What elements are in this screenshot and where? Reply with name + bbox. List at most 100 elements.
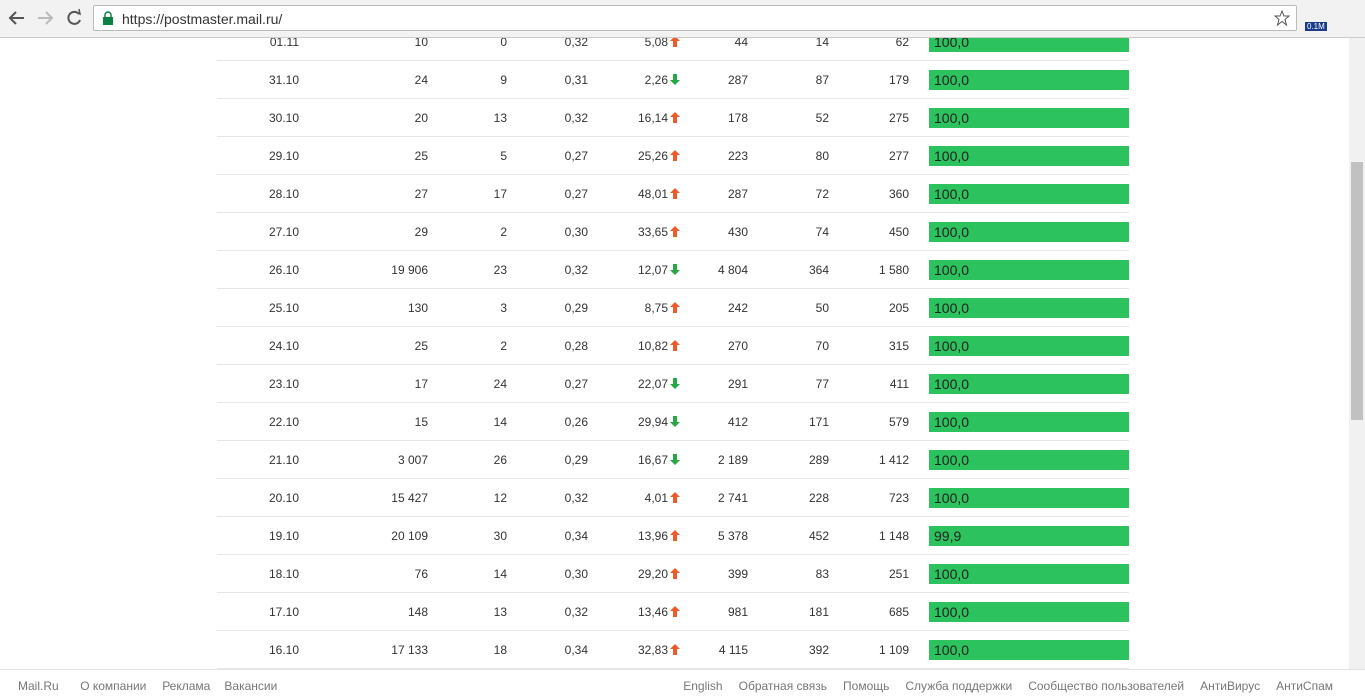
table-row: 30.10 20 13 0,32 16,14 178 52 275 100,0 <box>217 99 1129 137</box>
number-cell: 14 <box>493 415 507 429</box>
percent-bar: 100,0 <box>929 108 1129 128</box>
number-cell: 15 427 <box>391 491 428 505</box>
number-cell: 8,75 <box>644 301 668 315</box>
number-cell: 20 <box>414 111 428 125</box>
date-cell: 24.10 <box>268 339 299 353</box>
number-cell: 2 189 <box>717 453 748 467</box>
footer-link[interactable]: АнтиСпам <box>1276 679 1333 693</box>
number-cell: 29,20 <box>637 567 668 581</box>
lock-icon <box>103 11 113 25</box>
number-cell: 0,32 <box>564 263 588 277</box>
footer-link[interactable]: АнтиВирус <box>1200 679 1261 693</box>
number-cell: 33,65 <box>637 225 668 239</box>
table-row: 31.10 24 9 0,31 2,26 287 87 179 100,0 <box>217 61 1129 99</box>
number-cell: 0,27 <box>564 377 588 391</box>
number-cell: 9 <box>500 73 507 87</box>
address-bar[interactable]: https://postmaster.mail.ru/ <box>93 5 1297 31</box>
trend-arrow <box>670 188 680 199</box>
number-cell: 2 741 <box>717 491 748 505</box>
footer-link[interactable]: Mail.Ru <box>18 679 59 693</box>
nav-buttons[interactable] <box>0 0 90 37</box>
footer-link[interactable]: Сообщество пользователей <box>1028 679 1185 693</box>
number-cell: 277 <box>888 149 909 163</box>
footer-link[interactable]: Вакансии <box>224 679 278 693</box>
number-cell: 13,96 <box>637 529 668 543</box>
footer-link[interactable]: Служба поддержки <box>905 679 1013 693</box>
number-cell: 5,08 <box>644 37 668 49</box>
number-cell: 0,28 <box>564 339 588 353</box>
number-cell: 0,27 <box>564 149 588 163</box>
date-cell: 27.10 <box>268 225 299 239</box>
number-cell: 18 <box>493 643 507 657</box>
percent-bar: 100,0 <box>929 222 1129 242</box>
table-row: 24.10 25 2 0,28 10,82 270 70 315 100,0 <box>217 327 1129 365</box>
number-cell: 23 <box>493 263 507 277</box>
number-cell: 0,32 <box>564 605 588 619</box>
number-cell: 17 133 <box>391 643 428 657</box>
number-cell: 50 <box>815 301 829 315</box>
number-cell: 83 <box>815 567 829 581</box>
number-cell: 179 <box>888 73 909 87</box>
percent-bar: 100,0 <box>929 450 1129 470</box>
number-cell: 579 <box>888 415 909 429</box>
trend-arrow <box>670 606 680 617</box>
number-cell: 16,67 <box>637 453 668 467</box>
table-row: 21.10 3 007 26 0,29 16,67 2 189 289 1 412 100,0 <box>217 441 1129 479</box>
number-cell: 291 <box>727 377 748 391</box>
number-cell: 289 <box>808 453 829 467</box>
number-cell: 17 <box>414 377 428 391</box>
trend-arrow <box>670 112 680 123</box>
number-cell: 74 <box>815 225 829 239</box>
date-cell: 01.11 <box>269 37 299 49</box>
date-cell: 20.10 <box>268 491 299 505</box>
number-cell: 10 <box>414 37 428 49</box>
trend-arrow <box>670 150 680 161</box>
trend-arrow <box>670 37 680 47</box>
number-cell: 3 007 <box>397 453 428 467</box>
date-cell: 23.10 <box>268 377 299 391</box>
footer-link[interactable]: О компании <box>80 679 147 693</box>
scrollbar[interactable] <box>1349 37 1365 669</box>
number-cell: 2 <box>500 339 507 353</box>
number-cell: 13 <box>493 111 507 125</box>
percent-bar: 100,0 <box>929 37 1129 52</box>
number-cell: 12,07 <box>637 263 668 277</box>
table-row: 16.10 17 133 18 0,34 32,83 4 115 392 1 109 100,0 <box>217 631 1129 669</box>
footer-link[interactable]: Обратная связь <box>738 679 828 693</box>
number-cell: 27 <box>414 187 428 201</box>
date-cell: 22.10 <box>268 415 299 429</box>
date-cell: 30.10 <box>268 111 299 125</box>
number-cell: 0,32 <box>564 37 588 49</box>
number-cell: 148 <box>407 605 428 619</box>
number-cell: 4 804 <box>717 263 748 277</box>
table-row: 20.10 15 427 12 0,32 4,01 2 741 228 723 100,0 <box>217 479 1129 517</box>
number-cell: 411 <box>889 377 909 391</box>
bookmark-star[interactable] <box>1274 10 1290 26</box>
percent-bar: 100,0 <box>929 146 1129 166</box>
number-cell: 0 <box>500 37 507 49</box>
number-cell: 25 <box>414 149 428 163</box>
stats-table: 01.11 10 0 0,32 5,08 44 14 62 100,0 31.10 24 9 0,31 2… <box>0 37 1349 669</box>
number-cell: 29 <box>414 225 428 239</box>
date-cell: 31.10 <box>268 73 299 87</box>
footer-link[interactable]: English <box>683 679 723 693</box>
scroll-thumb[interactable] <box>1351 162 1363 420</box>
date-cell: 28.10 <box>268 187 299 201</box>
number-cell: 15 <box>414 415 428 429</box>
number-cell: 0,27 <box>564 187 588 201</box>
extension-badge[interactable]: 0.1M <box>1305 22 1327 31</box>
footer-link[interactable]: Реклама <box>162 679 211 693</box>
number-cell: 223 <box>727 149 748 163</box>
trend-arrow <box>670 226 680 237</box>
footer-link[interactable]: Помощь <box>843 679 890 693</box>
number-cell: 399 <box>727 567 748 581</box>
number-cell: 275 <box>888 111 909 125</box>
number-cell: 5 378 <box>717 529 748 543</box>
number-cell: 1 148 <box>878 529 909 543</box>
number-cell: 287 <box>727 187 748 201</box>
table-row: 25.10 130 3 0,29 8,75 242 50 205 100,0 <box>217 289 1129 327</box>
url: https://postmaster.mail.ru/ <box>122 11 283 27</box>
number-cell: 19 906 <box>391 263 428 277</box>
date-cell: 29.10 <box>268 149 299 163</box>
